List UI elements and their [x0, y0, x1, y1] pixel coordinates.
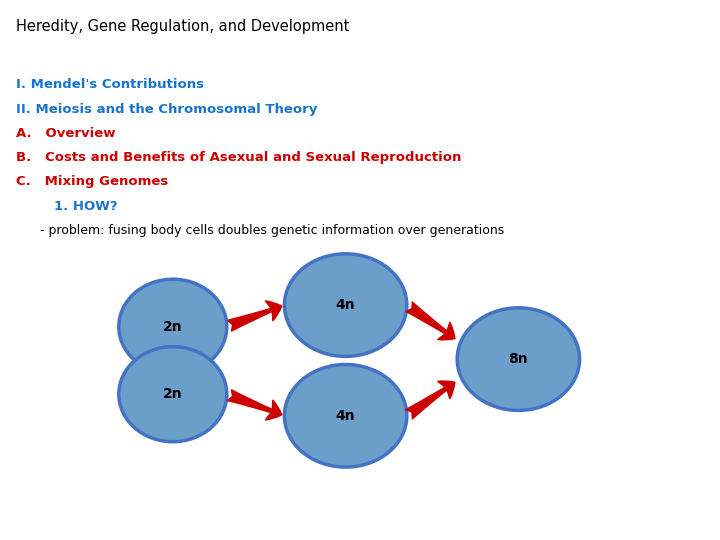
Text: Heredity, Gene Regulation, and Development: Heredity, Gene Regulation, and Developme… [16, 19, 349, 34]
Text: 8n: 8n [508, 352, 528, 366]
Text: B.   Costs and Benefits of Asexual and Sexual Reproduction: B. Costs and Benefits of Asexual and Sex… [16, 151, 462, 164]
Text: 4n: 4n [336, 409, 356, 423]
Ellipse shape [284, 254, 407, 356]
Ellipse shape [457, 308, 580, 410]
Text: II. Meiosis and the Chromosomal Theory: II. Meiosis and the Chromosomal Theory [16, 103, 318, 116]
Text: 4n: 4n [336, 298, 356, 312]
Text: 1. HOW?: 1. HOW? [54, 200, 117, 213]
Ellipse shape [284, 364, 407, 467]
Text: 2n: 2n [163, 387, 183, 401]
Text: I. Mendel's Contributions: I. Mendel's Contributions [16, 78, 204, 91]
Text: A.   Overview: A. Overview [16, 127, 115, 140]
Text: 2n: 2n [163, 320, 183, 334]
Ellipse shape [119, 347, 227, 442]
Text: - problem: fusing body cells doubles genetic information over generations: - problem: fusing body cells doubles gen… [40, 224, 504, 237]
Text: C.   Mixing Genomes: C. Mixing Genomes [16, 176, 168, 188]
Ellipse shape [119, 279, 227, 374]
